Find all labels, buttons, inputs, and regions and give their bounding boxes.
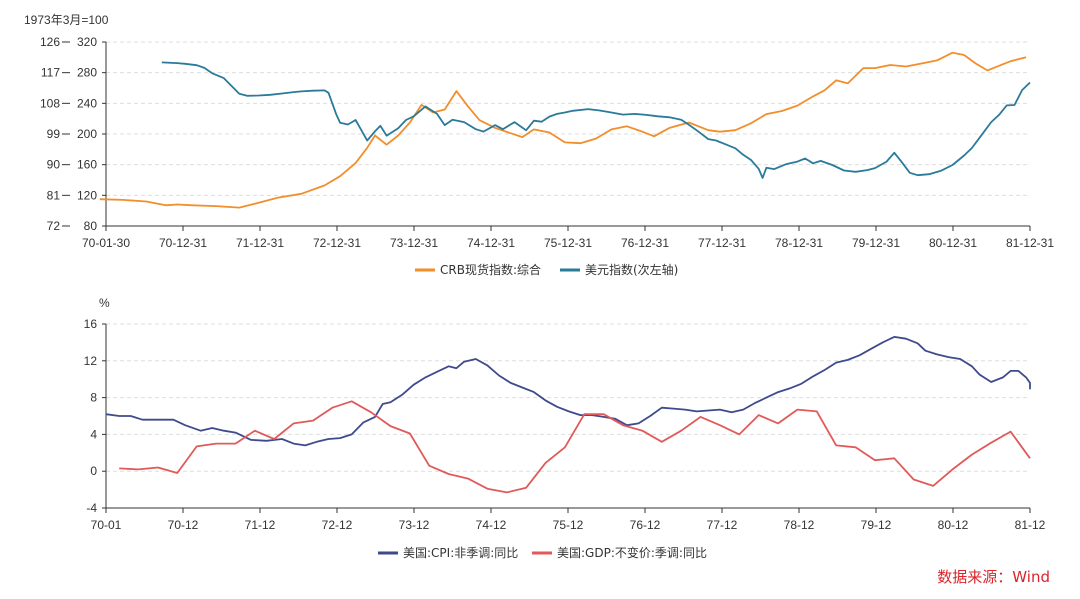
top-x-tick-label: 75-12-31 (544, 236, 592, 250)
top-outer-tick-label: 90 (47, 158, 61, 172)
bottom-x-tick-label: 78-12 (784, 518, 815, 532)
cpi-legend-label: 美国:CPI:非季调:同比 (403, 546, 518, 560)
top-x-tick-label: 81-12-31 (1006, 236, 1054, 250)
top-x-tick-label: 70-01-30 (82, 236, 130, 250)
top-x-tick-label: 73-12-31 (390, 236, 438, 250)
top-x-tick-label: 76-12-31 (621, 236, 669, 250)
top-outer-tick-label: 72 (47, 219, 61, 233)
crb-legend-label: CRB现货指数:综合 (440, 262, 541, 277)
bottom-x-tick-label: 73-12 (399, 518, 430, 532)
source-note: 数据来源：Wind (937, 568, 1050, 586)
bottom-y-tick-label: 4 (90, 427, 97, 441)
top-outer-tick-label: 81 (47, 188, 61, 202)
top-x-tick-label: 78-12-31 (775, 236, 823, 250)
gdp-series-line (119, 400, 1031, 494)
bottom-x-tick-label: 70-12 (168, 518, 199, 532)
bottom-unit-label: % (99, 296, 110, 310)
bottom-y-tick-label: -4 (86, 501, 97, 515)
top-unit-label: 1973年3月=100 (24, 13, 109, 27)
gdp-legend-label: 美国:GDP:不变价:季调:同比 (557, 545, 707, 560)
dollar-index-series-line (161, 61, 1031, 179)
top-x-tick-label: 74-12-31 (467, 236, 515, 250)
cpi-series-line (105, 335, 1031, 447)
top-outer-tick-label: 99 (47, 127, 61, 141)
top-x-tick-label: 79-12-31 (852, 236, 900, 250)
bottom-y-tick-label: 8 (90, 391, 97, 405)
bottom-x-tick-label: 76-12 (630, 518, 661, 532)
bottom-x-tick-label: 74-12 (476, 518, 507, 532)
bottom-y-tick-label: 0 (90, 464, 97, 478)
bottom-y-tick-label: 12 (84, 354, 98, 368)
top-outer-tick-label: 126 (40, 35, 60, 49)
top-inner-tick-label: 280 (77, 66, 97, 80)
bottom-x-tick-label: 75-12 (553, 518, 584, 532)
top-chart: 1973年3月=100 80 120 160 200 240 280 320 72 81 90 99 1… (24, 13, 1054, 277)
top-inner-tick-label: 200 (77, 127, 97, 141)
bottom-x-tick-label: 70-01 (91, 518, 122, 532)
top-inner-tick-label: 160 (77, 158, 97, 172)
bottom-x-tick-label: 79-12 (861, 518, 892, 532)
top-x-tick-label: 71-12-31 (236, 236, 284, 250)
top-x-tick-label: 80-12-31 (929, 236, 977, 250)
top-inner-tick-label: 80 (84, 219, 98, 233)
bottom-x-tick-label: 80-12 (938, 518, 969, 532)
bottom-x-tick-label: 77-12 (707, 518, 738, 532)
bottom-x-tick-label: 71-12 (245, 518, 276, 532)
bottom-y-tick-label: 16 (84, 317, 98, 331)
top-inner-tick-label: 240 (77, 96, 97, 110)
dollar-legend-label: 美元指数(次左轴) (585, 262, 678, 277)
bottom-x-tick-label: 72-12 (322, 518, 353, 532)
top-x-tick-label: 70-12-31 (159, 236, 207, 250)
bottom-chart: % -4 0 4 8 12 16 70-01 70-12 71-12 72-12 73-12 74-12… (84, 296, 1046, 560)
crb-series-line (99, 51, 1027, 209)
top-inner-tick-label: 320 (77, 35, 97, 49)
top-outer-tick-label: 108 (40, 96, 60, 110)
top-outer-tick-label: 117 (41, 66, 60, 80)
top-x-tick-label: 72-12-31 (313, 236, 361, 250)
bottom-x-tick-label: 81-12 (1015, 518, 1046, 532)
top-x-tick-label: 77-12-31 (698, 236, 746, 250)
top-inner-tick-label: 120 (77, 188, 97, 202)
